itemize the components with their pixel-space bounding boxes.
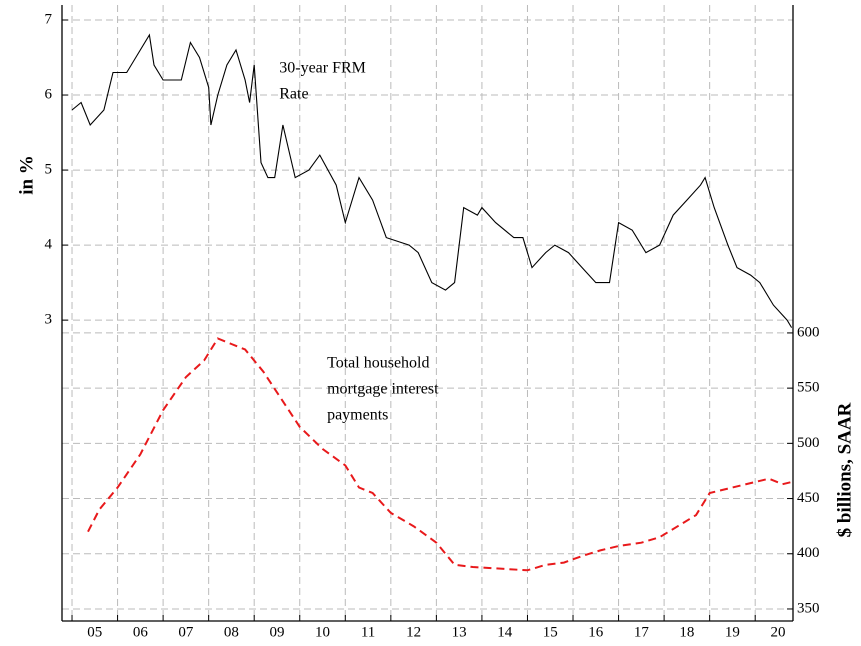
y2-tick-label: 350 [797, 600, 820, 616]
y-axis-label: in % [16, 155, 37, 195]
y2-axis-label: $ billions, SAAR [834, 402, 855, 537]
x-tick-label: 10 [315, 624, 330, 640]
grid [62, 5, 793, 621]
annotation: Total household [327, 355, 429, 372]
y-tick-label: 7 [45, 11, 53, 27]
y2-tick-label: 500 [797, 435, 820, 451]
y2-tick-label: 550 [797, 380, 820, 396]
annotation: Rate [279, 85, 308, 102]
y-tick-label: 3 [45, 312, 53, 328]
x-tick-label: 20 [770, 624, 785, 640]
x-tick-label: 18 [679, 624, 694, 640]
x-tick-label: 16 [588, 624, 604, 640]
annotation: 30-year FRM [279, 59, 366, 76]
annotation: payments [327, 407, 388, 424]
plot-area [71, 33, 793, 572]
x-tick-label: 09 [269, 624, 284, 640]
x-tick-label: 11 [361, 624, 375, 640]
x-tick-label: 05 [87, 624, 102, 640]
y-tick-label: 5 [45, 162, 53, 178]
series-line [71, 33, 793, 328]
x-tick-label: 07 [178, 624, 194, 640]
x-tick-label: 17 [634, 624, 650, 640]
y-tick-label: 6 [45, 86, 53, 102]
x-tick-label: 13 [452, 624, 467, 640]
x-tick-label: 15 [543, 624, 558, 640]
y2-tick-label: 400 [797, 545, 820, 561]
x-tick-label: 12 [406, 624, 421, 640]
y-tick-label: 4 [45, 237, 53, 253]
series-line [87, 337, 792, 572]
annotation: mortgage interest [327, 381, 439, 398]
x-tick-label: 08 [224, 624, 239, 640]
y2-tick-label: 600 [797, 324, 820, 340]
x-tick-label: 19 [725, 624, 740, 640]
x-tick-label: 06 [133, 624, 149, 640]
y2-tick-label: 450 [797, 490, 820, 506]
x-tick-label: 14 [497, 624, 513, 640]
